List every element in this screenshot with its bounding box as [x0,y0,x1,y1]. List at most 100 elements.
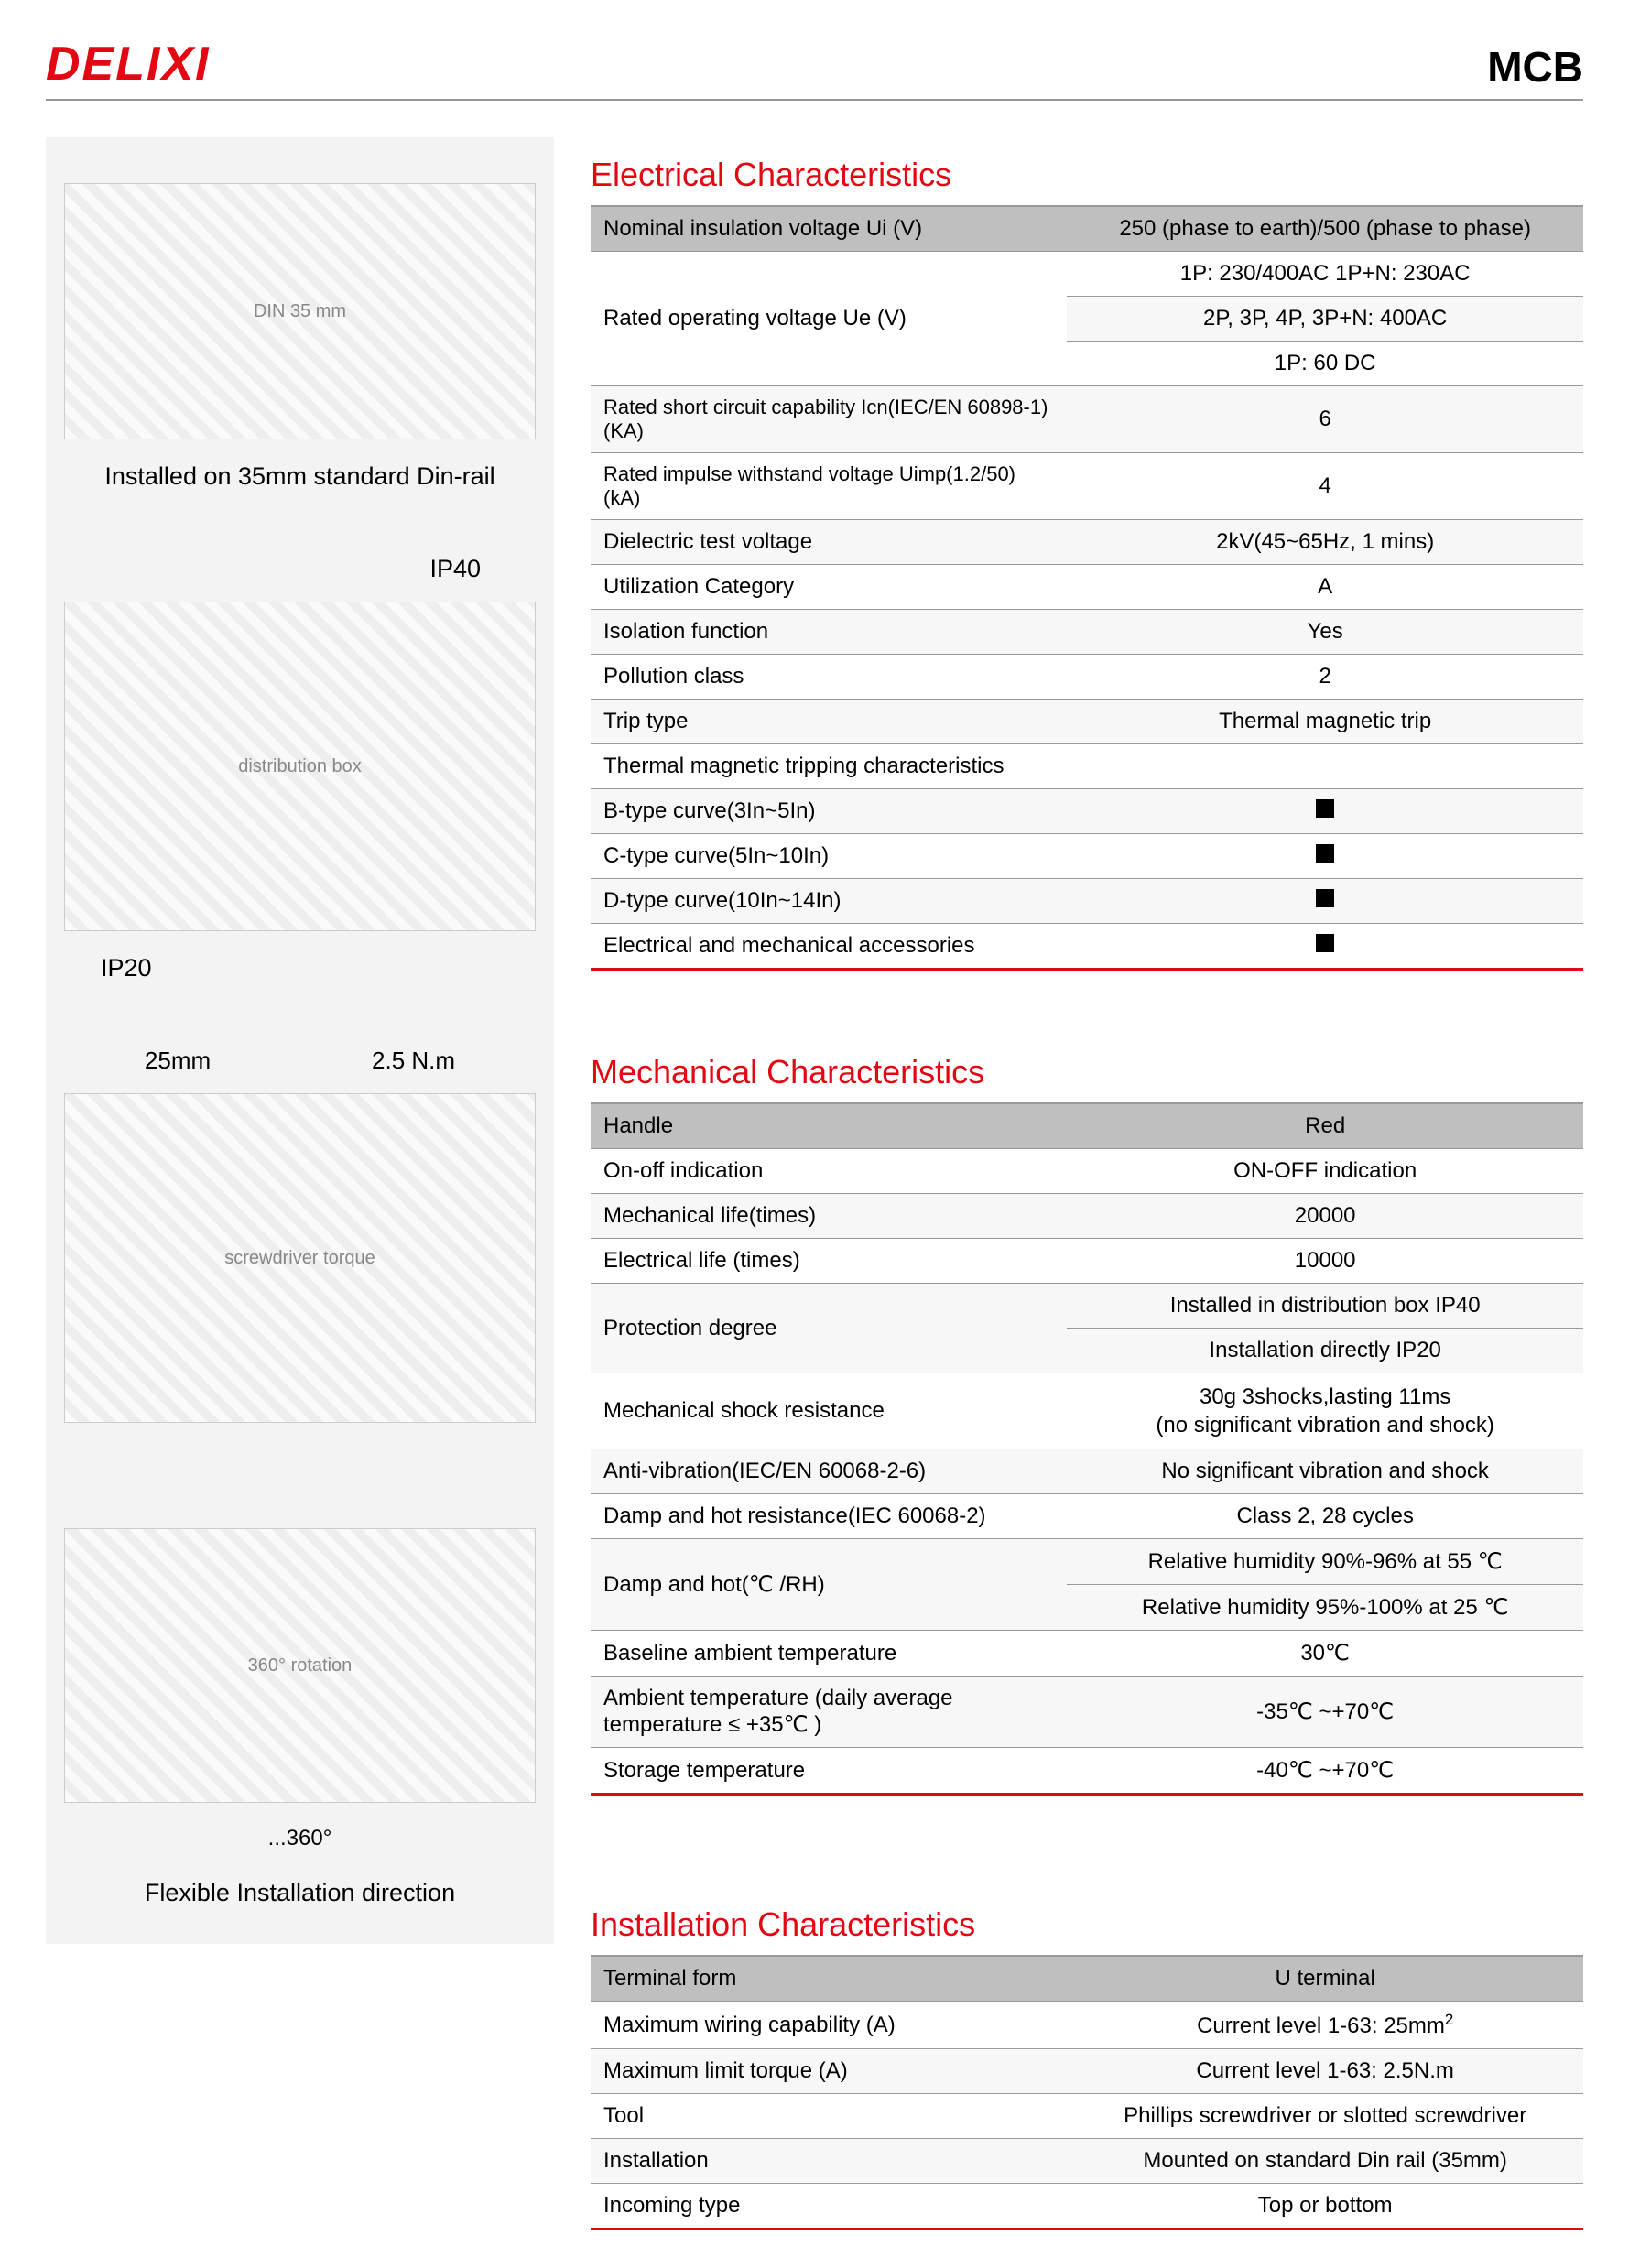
cell-label: Tool [591,2094,1067,2139]
cell-label: Electrical and mechanical accessories [591,924,1067,970]
square-icon [1316,799,1334,818]
cell-label: Storage temperature [591,1748,1067,1795]
cell-value: 30℃ [1067,1631,1583,1677]
square-icon [1316,934,1334,952]
cell-label: Installation [591,2139,1067,2184]
cell-label: On-off indication [591,1149,1067,1194]
table-row: Maximum limit torque (A) Current level 1… [591,2049,1583,2094]
table-row: Electrical and mechanical accessories [591,924,1583,970]
cell-value: 2kV(45~65Hz, 1 mins) [1067,520,1583,565]
cell-label: Baseline ambient temperature [591,1631,1067,1677]
cell-value: 30g 3shocks,lasting 11ms(no significant … [1067,1373,1583,1449]
table-row: Isolation function Yes [591,610,1583,655]
table-row: Damp and hot resistance(IEC 60068-2) Cla… [591,1494,1583,1539]
square-icon [1316,889,1334,907]
cell-label: Rated operating voltage Ue (V) [591,252,1067,386]
cell-label: Maximum wiring capability (A) [591,2002,1067,2049]
cell-value [1067,789,1583,834]
table-row: Protection degree Installed in distribut… [591,1284,1583,1329]
din-label: DIN 35 mm [254,301,346,322]
cell-value: Thermal magnetic trip [1067,700,1583,744]
table-row: Installation Mounted on standard Din rai… [591,2139,1583,2184]
table-row: B-type curve(3In~5In) [591,789,1583,834]
cell-value: Top or bottom [1067,2184,1583,2230]
flex-install-caption: Flexible Installation direction [64,1879,536,1907]
mechanical-table: Handle Red On-off indication ON-OFF indi… [591,1102,1583,1796]
cell-label: Maximum limit torque (A) [591,2049,1067,2094]
illustration-torque: 25mm 2.5 N.m screwdriver torque [46,1019,554,1482]
illustration-din-rail: DIN 35 mm Installed on 35mm standard Din… [46,137,554,527]
ip-box-diagram: distribution box [64,602,536,931]
cell-label: Utilization Category [591,565,1067,610]
cell-label: Anti-vibration(IEC/EN 60068-2-6) [591,1449,1067,1494]
cell-value: Phillips screwdriver or slotted screwdri… [1067,2094,1583,2139]
cell-label: Dielectric test voltage [591,520,1067,565]
table-row: Pollution class 2 [591,655,1583,700]
cell-label: Incoming type [591,2184,1067,2230]
content-area: DIN 35 mm Installed on 35mm standard Din… [46,137,1583,2230]
table-row: Baseline ambient temperature 30℃ [591,1631,1583,1677]
cell-label: Protection degree [591,1284,1067,1373]
table-row: C-type curve(5In~10In) [591,834,1583,879]
table-row: Rated impulse withstand voltage Uimp(1.2… [591,453,1583,520]
table-row: Mechanical shock resistance 30g 3shocks,… [591,1373,1583,1449]
table-row: Anti-vibration(IEC/EN 60068-2-6) No sign… [591,1449,1583,1494]
din-rail-diagram: DIN 35 mm [64,183,536,439]
cell-value: 10000 [1067,1239,1583,1284]
square-icon [1316,844,1334,863]
cell-value: 2 [1067,655,1583,700]
table-row: Storage temperature -40℃ ~+70℃ [591,1748,1583,1795]
mechanical-title: Mechanical Characteristics [591,1053,1583,1091]
th-label: Handle [591,1103,1067,1149]
cell-label: Mechanical life(times) [591,1194,1067,1239]
cell-label: Damp and hot(℃ /RH) [591,1539,1067,1631]
illustration-ip-rating: IP40 distribution box IP20 [46,527,554,1019]
cell-label: C-type curve(5In~10In) [591,834,1067,879]
cell-value [1067,924,1583,970]
table-header-row: Terminal form U terminal [591,1956,1583,2002]
din-rail-caption: Installed on 35mm standard Din-rail [64,462,536,491]
table-row: Ambient temperature (daily average tempe… [591,1677,1583,1748]
torque-diagram: screwdriver torque [64,1093,536,1423]
table-row: Damp and hot(℃ /RH) Relative humidity 90… [591,1539,1583,1585]
installation-title: Installation Characteristics [591,1905,1583,1944]
cell-label: Trip type [591,700,1067,744]
table-row: Mechanical life(times) 20000 [591,1194,1583,1239]
cell-value: Current level 1-63: 2.5N.m [1067,2049,1583,2094]
ip20-label: IP20 [64,954,536,982]
table-row: D-type curve(10In~14In) [591,879,1583,924]
table-row: Trip type Thermal magnetic trip [591,700,1583,744]
cell-value: Yes [1067,610,1583,655]
rotation-label: ...360° [64,1826,536,1851]
table-row: Maximum wiring capability (A) Current le… [591,2002,1583,2049]
cell-label: D-type curve(10In~14In) [591,879,1067,924]
table-row: Incoming type Top or bottom [591,2184,1583,2230]
th-label: Nominal insulation voltage Ui (V) [591,206,1067,252]
table-header-row: Nominal insulation voltage Ui (V) 250 (p… [591,206,1583,252]
cell-value: Relative humidity 90%-96% at 55 ℃ [1067,1539,1583,1585]
cell-label: Pollution class [591,655,1067,700]
th-value: Red [1067,1103,1583,1149]
illustration-flex-install: 360° rotation ...360° Flexible Installat… [46,1482,554,1944]
table-row: Electrical life (times) 10000 [591,1239,1583,1284]
electrical-title: Electrical Characteristics [591,156,1583,194]
table-row: Dielectric test voltage 2kV(45~65Hz, 1 m… [591,520,1583,565]
rotation-diagram: 360° rotation [64,1528,536,1803]
product-code: MCB [1487,42,1583,92]
table-row: On-off indication ON-OFF indication [591,1149,1583,1194]
ip40-label: IP40 [64,555,536,583]
table-row: Thermal magnetic tripping characteristic… [591,744,1583,789]
cell-value: A [1067,565,1583,610]
cell-value: ON-OFF indication [1067,1149,1583,1194]
cell-value: -40℃ ~+70℃ [1067,1748,1583,1795]
torque-25mm-label: 25mm [145,1047,211,1075]
left-column: DIN 35 mm Installed on 35mm standard Din… [46,137,554,2230]
th-value: U terminal [1067,1956,1583,2002]
cell-value: No significant vibration and shock [1067,1449,1583,1494]
cell-value: Class 2, 28 cycles [1067,1494,1583,1539]
right-column: Electrical Characteristics Nominal insul… [591,137,1583,2230]
cell-label: Isolation function [591,610,1067,655]
cell-value: Installation directly IP20 [1067,1329,1583,1373]
torque-nm-label: 2.5 N.m [372,1047,455,1075]
cell-value: Current level 1-63: 25mm2 [1067,2002,1583,2049]
